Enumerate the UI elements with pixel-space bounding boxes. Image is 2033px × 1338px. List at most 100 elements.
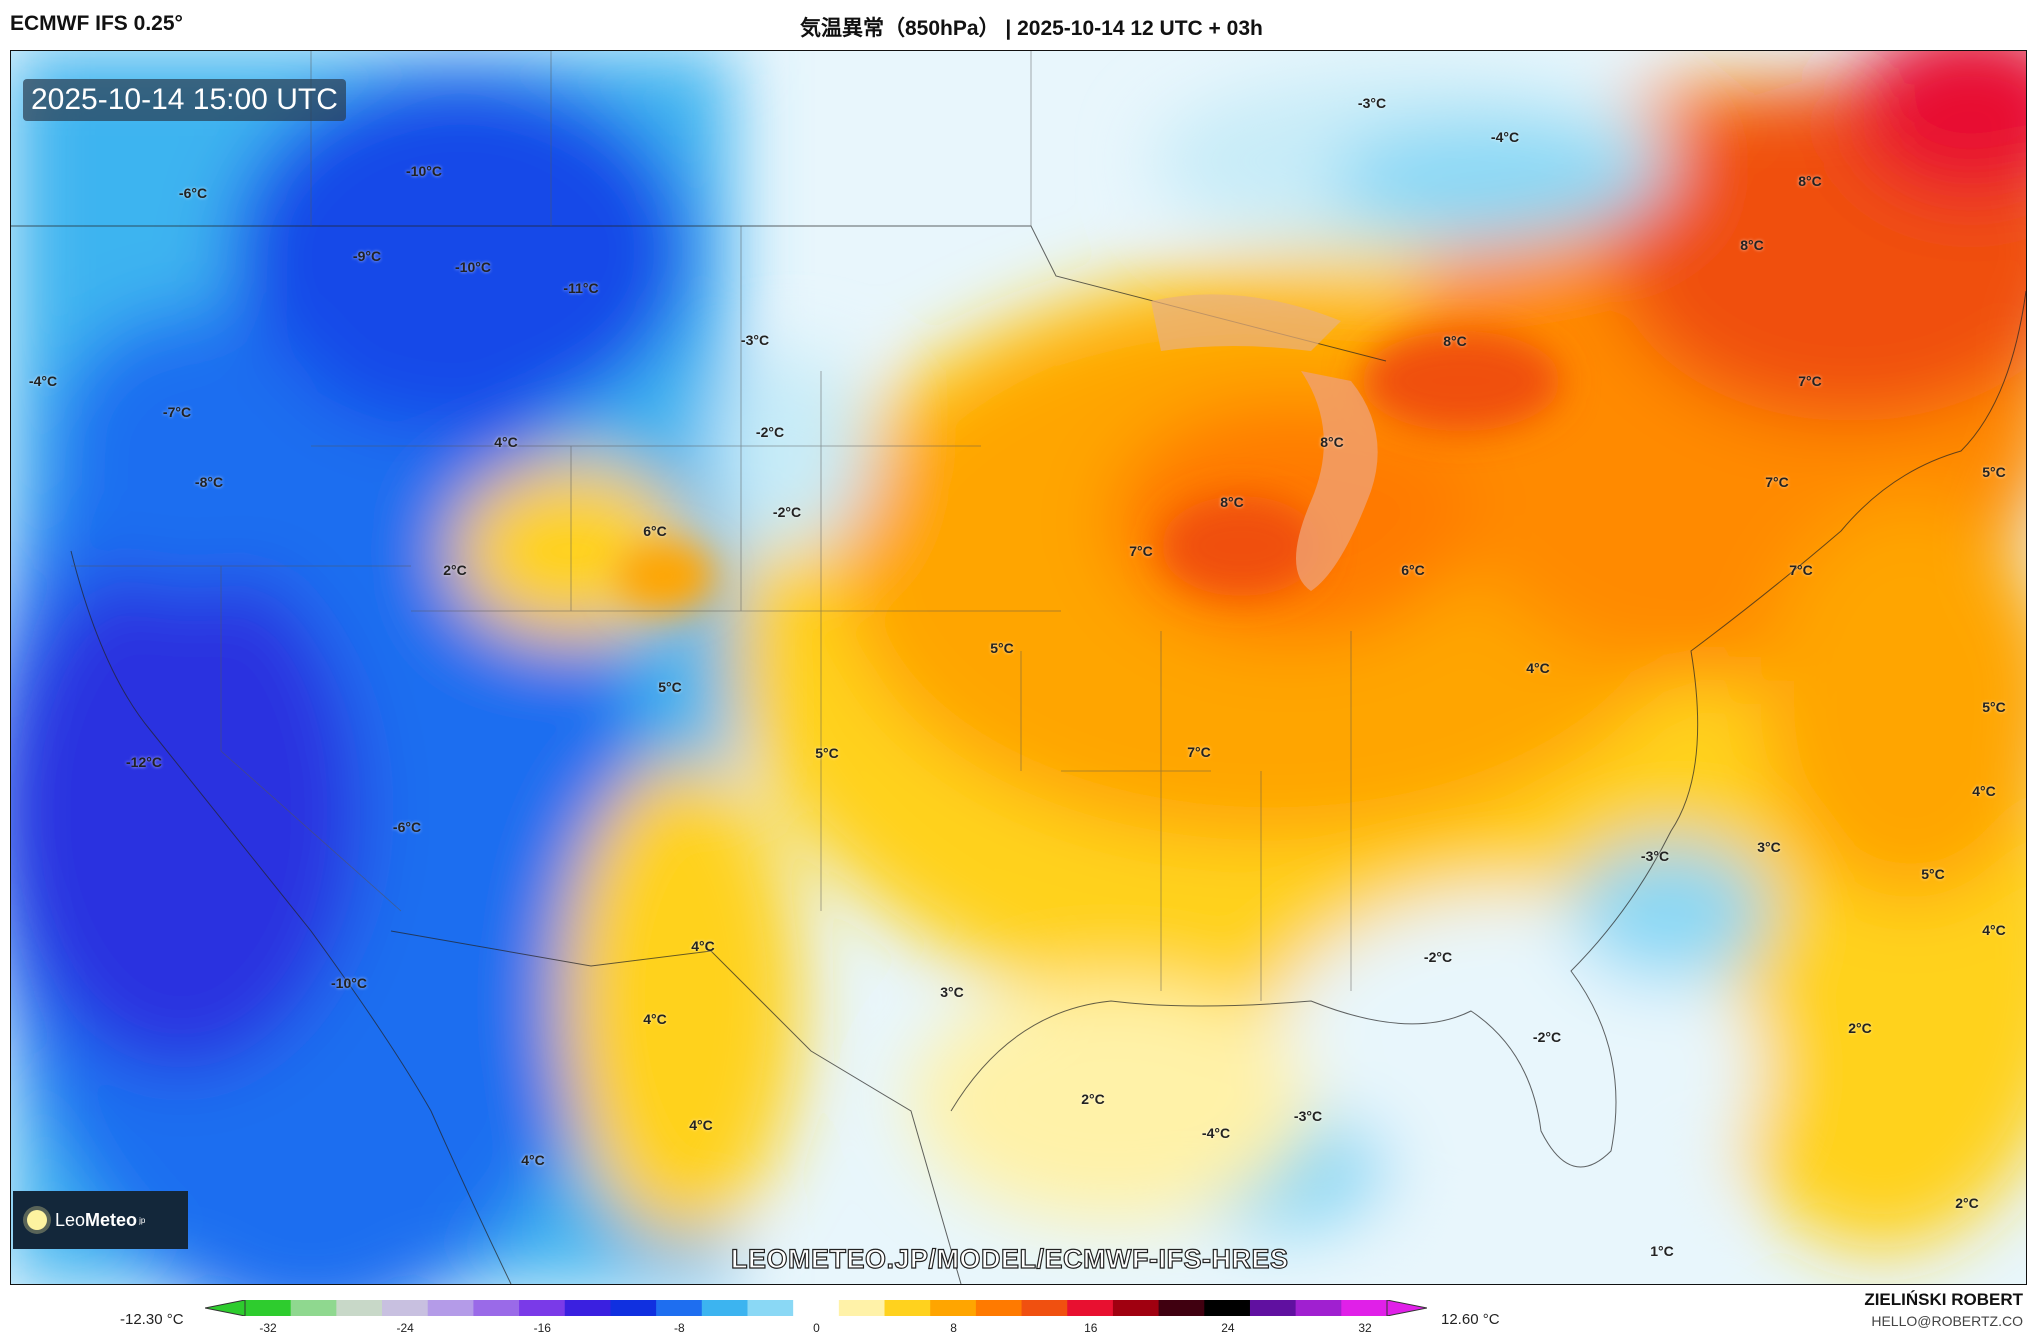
colorbar-tick-label: 24 (1221, 1321, 1235, 1335)
colorbar-tick-label: 32 (1358, 1321, 1372, 1335)
contour-label: 4°C (643, 1011, 667, 1027)
colorbar-tick-label: -24 (396, 1321, 414, 1335)
contour-label: 8°C (1443, 333, 1467, 349)
colorbar-swatch (1021, 1300, 1068, 1316)
contour-label: -2°C (755, 424, 785, 440)
colorbar-max-label: 12.60 °C (1441, 1311, 1500, 1328)
contour-label: 7°C (1789, 562, 1813, 578)
contour-label: 5°C (1982, 464, 2006, 480)
contour-label: 3°C (940, 984, 964, 1000)
contour-label: 2°C (1081, 1091, 1105, 1107)
contour-label: 7°C (1798, 373, 1822, 389)
colorbar-tick-label: 0 (813, 1321, 820, 1335)
contour-label: -6°C (178, 185, 208, 201)
colorbar-tick-label: 16 (1084, 1321, 1098, 1335)
colorbar-tick-label: -8 (674, 1321, 685, 1335)
contour-label: 6°C (643, 523, 667, 539)
leometeo-logo[interactable]: Leo Meteo jp (13, 1191, 188, 1249)
contour-label: -7°C (162, 404, 192, 420)
colorbar-swatch (656, 1300, 703, 1316)
colorbar-swatch (1204, 1300, 1251, 1316)
contour-label: 8°C (1740, 237, 1764, 253)
contour-label: 4°C (494, 434, 518, 450)
colorbar-min-arrow (204, 1299, 246, 1317)
contour-label: -4°C (1201, 1125, 1231, 1141)
colorbar-swatch (245, 1300, 292, 1316)
colorbar-swatch (793, 1300, 840, 1316)
chart-title: 気温異常（850hPa） | 2025-10-14 12 UTC + 03h (800, 17, 1263, 40)
colorbar (204, 1299, 1428, 1317)
colorbar-swatch (564, 1300, 611, 1316)
colorbar-tick-label: 8 (950, 1321, 957, 1335)
colorbar-gradient (204, 1299, 1428, 1317)
contour-label: 4°C (1526, 660, 1550, 676)
colorbar-swatch (290, 1300, 337, 1316)
contour-label: 4°C (691, 938, 715, 954)
valid-time-badge: 2025-10-14 15:00 UTC (23, 79, 346, 121)
colorbar-tick-label: -32 (259, 1321, 277, 1335)
contour-label: -6°C (392, 819, 422, 835)
contour-label: 1°C (1650, 1243, 1674, 1259)
colorbar-swatch (838, 1300, 886, 1316)
sun-icon (27, 1210, 47, 1230)
contour-label: 5°C (815, 745, 839, 761)
colorbar-swatch (1158, 1300, 1205, 1316)
contour-label: 4°C (521, 1152, 545, 1168)
contour-label: 4°C (689, 1117, 713, 1133)
temperature-anomaly-map[interactable]: 2025-10-14 15:00 UTC -6°C -10°C -9°C -10°C -… (10, 50, 2027, 1285)
contour-label: -11°C (563, 280, 599, 296)
contour-label: 2°C (1955, 1195, 1979, 1211)
contour-label: -3°C (1640, 848, 1670, 864)
contour-label: 2°C (1848, 1020, 1872, 1036)
colorbar-swatch (975, 1300, 1023, 1316)
contour-label: 5°C (658, 679, 682, 695)
anomaly-field (11, 51, 2026, 1284)
contour-label: -2°C (772, 504, 802, 520)
colorbar-swatch (519, 1300, 566, 1316)
colorbar-swatch (610, 1300, 657, 1316)
logo-text-leo: Leo (55, 1209, 86, 1230)
logo-text-suffix: jp (139, 1215, 146, 1225)
colorbar-swatch (1341, 1300, 1388, 1316)
contour-label: -9°C (352, 248, 382, 264)
colorbar-swatch (382, 1300, 429, 1316)
colorbar-swatch (1067, 1300, 1114, 1316)
contour-label: -3°C (740, 332, 770, 348)
contour-label: 3°C (1757, 839, 1781, 855)
colorbar-max-arrow (1386, 1299, 1428, 1317)
contour-label: -10°C (331, 975, 367, 991)
contour-label: 4°C (1972, 783, 1996, 799)
contour-label: -4°C (28, 373, 58, 389)
contour-label: -8°C (194, 474, 224, 490)
colorbar-tick-label: -16 (533, 1321, 551, 1335)
colorbar-swatch (1249, 1300, 1297, 1316)
colorbar-swatch (1295, 1300, 1342, 1316)
contour-label: 5°C (1921, 866, 1945, 882)
model-name: ECMWF IFS 0.25° (10, 12, 183, 35)
contour-label: 6°C (1401, 562, 1425, 578)
contour-label: 8°C (1798, 173, 1822, 189)
contour-label: 8°C (1220, 494, 1244, 510)
contour-label: -12°C (126, 754, 162, 770)
colorbar-swatch (427, 1300, 474, 1316)
contour-label: -3°C (1293, 1108, 1323, 1124)
colorbar-swatch (747, 1300, 794, 1316)
colorbar-swatch (884, 1300, 931, 1316)
contour-label: 8°C (1320, 434, 1344, 450)
contour-label: -10°C (455, 259, 491, 275)
colorbar-swatch (701, 1300, 748, 1316)
source-watermark: LEOMETEO.JP/MODEL/ECMWF-IFS-HRES (730, 1243, 1289, 1274)
author-email[interactable]: HELLO@ROBERTZ.CO (1871, 1313, 2023, 1329)
contour-label: -4°C (1490, 129, 1520, 145)
logo-text-meteo: Meteo (85, 1209, 138, 1230)
contour-label: 7°C (1765, 474, 1789, 490)
colorbar-swatch (1112, 1300, 1160, 1316)
contour-label: -3°C (1357, 95, 1387, 111)
colorbar-swatch (336, 1300, 383, 1316)
colorbar-swatch (473, 1300, 520, 1316)
contour-label: 4°C (1982, 922, 2006, 938)
contour-label: 2°C (443, 562, 467, 578)
contour-label: -2°C (1423, 949, 1453, 965)
author-credit: ZIELIŃSKI ROBERT (1864, 1290, 2023, 1309)
contour-label: -2°C (1532, 1029, 1562, 1045)
